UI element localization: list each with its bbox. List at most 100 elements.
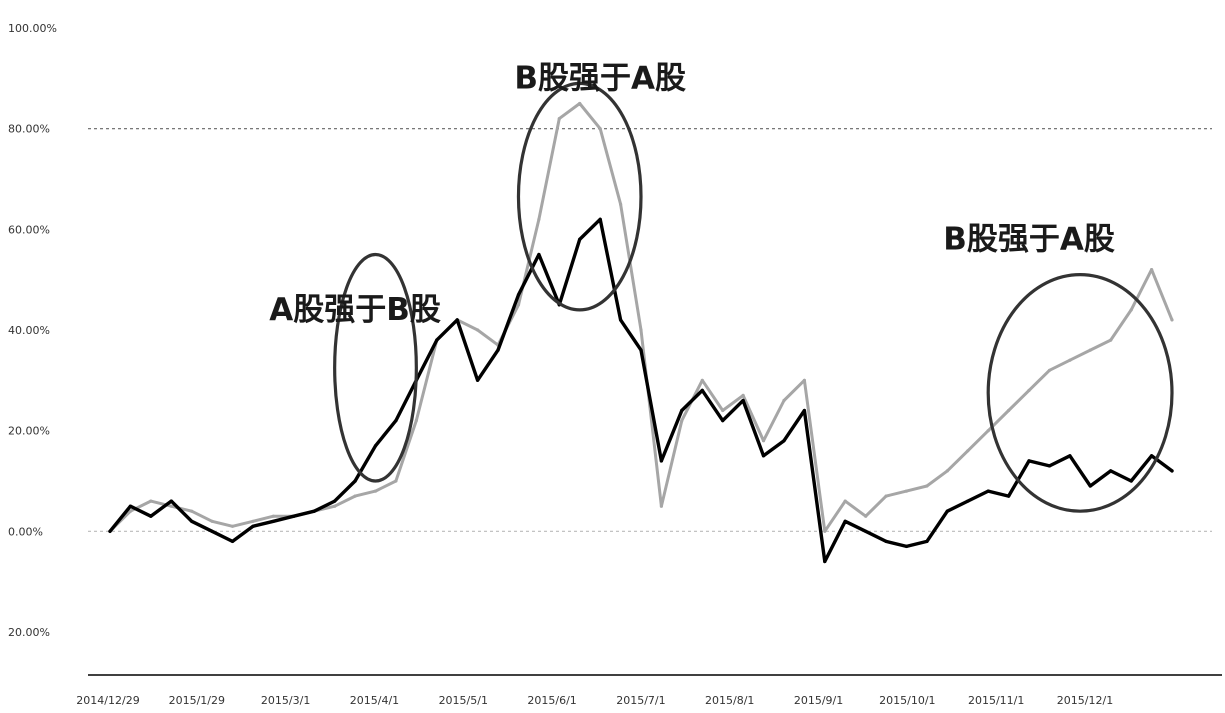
- data-point: [823, 529, 827, 533]
- x-tick-label: 2015/11/1: [968, 694, 1024, 707]
- data-point: [169, 504, 173, 508]
- data-point: [1170, 318, 1174, 322]
- data-point: [782, 439, 786, 443]
- data-point: [761, 439, 766, 443]
- data-point: [251, 524, 255, 528]
- x-tick-label: 2015/5/1: [439, 694, 488, 707]
- series-1: [108, 101, 1174, 533]
- data-point: [741, 398, 745, 403]
- data-point: [373, 444, 378, 448]
- data-point: [843, 519, 847, 523]
- data-point: [578, 237, 582, 241]
- data-point: [128, 509, 132, 513]
- data-point: [721, 419, 725, 423]
- x-tick-label: 2015/9/1: [794, 694, 843, 707]
- data-point: [496, 348, 500, 352]
- data-point: [782, 398, 786, 403]
- data-point: [1027, 388, 1031, 392]
- data-point: [190, 519, 194, 523]
- data-point: [700, 388, 704, 392]
- data-point: [904, 489, 909, 493]
- y-tick-label: 0.00%: [8, 525, 43, 538]
- y-tick-label: 40.00%: [8, 324, 50, 337]
- x-axis: 2014/12/29 2015/1/29 2015/3/1 2015/4/1 2015/…: [76, 674, 1222, 707]
- data-point: [516, 293, 521, 297]
- data-point: [1027, 459, 1031, 463]
- data-point: [598, 217, 602, 221]
- data-point: [1170, 469, 1174, 473]
- highlight-ellipse: [333, 252, 418, 483]
- data-point: [1129, 308, 1133, 312]
- data-point: [435, 338, 439, 342]
- x-tick-label: 2015/12/1: [1057, 694, 1113, 707]
- data-point: [721, 408, 725, 413]
- x-tick-label: 2014/12/29: [76, 694, 139, 707]
- data-point: [659, 459, 664, 463]
- data-point: [945, 469, 949, 473]
- data-point: [333, 499, 337, 503]
- data-point: [966, 499, 970, 503]
- data-point: [537, 217, 541, 221]
- series-2: [108, 217, 1174, 564]
- data-point: [230, 524, 235, 528]
- data-point: [1150, 454, 1154, 458]
- annotation-label: B股强于A股: [514, 60, 686, 96]
- data-point: [394, 419, 398, 423]
- data-point: [353, 479, 357, 483]
- annotation-label: A股强于B股: [269, 292, 441, 328]
- data-point: [149, 499, 153, 503]
- data-point: [1129, 479, 1133, 483]
- data-point: [210, 529, 214, 533]
- data-point: [761, 454, 766, 458]
- data-point: [823, 559, 827, 564]
- data-point: [1088, 348, 1092, 352]
- data-point: [700, 378, 704, 382]
- data-point: [169, 499, 173, 503]
- highlight-ellipse: [986, 273, 1174, 513]
- data-point: [1047, 464, 1052, 468]
- data-point: [271, 519, 275, 523]
- data-point: [1007, 494, 1011, 498]
- data-point: [373, 489, 378, 493]
- series-layer: [108, 101, 1174, 564]
- data-point: [1047, 368, 1052, 372]
- data-point: [986, 429, 990, 433]
- data-point: [945, 509, 949, 513]
- data-point: [230, 539, 235, 544]
- data-point: [639, 348, 643, 352]
- data-point: [1088, 484, 1092, 488]
- ellipse-layer: [333, 81, 1174, 513]
- data-point: [537, 252, 541, 257]
- y-tick-label: 60.00%: [8, 223, 50, 236]
- data-point: [557, 117, 561, 121]
- x-tick-label: 2015/4/1: [350, 694, 399, 707]
- annotation-layer: A股强于B股 B股强于A股 B股强于A股: [269, 60, 1115, 328]
- data-point: [1007, 408, 1011, 413]
- data-point: [802, 378, 807, 382]
- data-point: [476, 378, 480, 382]
- data-point: [741, 393, 745, 397]
- annotation-label: B股强于A股: [943, 221, 1115, 257]
- series-line: [108, 217, 1174, 564]
- data-point: [455, 318, 459, 322]
- data-point: [884, 494, 888, 498]
- data-point: [864, 514, 868, 518]
- x-tick-label: 2015/1/29: [169, 694, 225, 707]
- data-point: [149, 514, 153, 518]
- data-point: [271, 514, 275, 518]
- data-point: [680, 408, 684, 413]
- x-tick-label: 2015/8/1: [705, 694, 754, 707]
- y-tick-label: 100.00%: [8, 22, 57, 35]
- highlight-ellipse: [516, 81, 643, 312]
- data-point: [516, 303, 521, 307]
- data-point: [292, 514, 296, 518]
- data-point: [619, 202, 623, 206]
- data-point: [802, 408, 807, 413]
- x-tick-label: 2015/10/1: [879, 694, 935, 707]
- x-tick-label: 2015/6/1: [527, 694, 576, 707]
- data-point: [598, 127, 602, 131]
- y-tick-label: 20.00%: [8, 626, 50, 639]
- data-point: [414, 419, 418, 423]
- x-tick-label: 2015/3/1: [261, 694, 310, 707]
